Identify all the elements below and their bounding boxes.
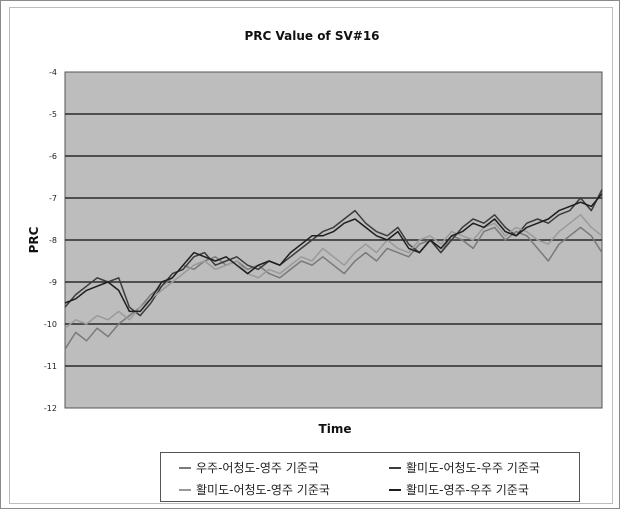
legend-entry: 우주-어청도-영주 기준국 — [179, 459, 319, 476]
y-tick-labels: -4 -5 -6 -7 -8 -9 -10 -11 -12 — [44, 68, 57, 413]
series-line — [64, 193, 603, 313]
x-axis-label: Time — [319, 422, 352, 436]
y-tick-label: -7 — [49, 194, 57, 203]
legend-label: 활미도-어청도-우주 기준국 — [406, 461, 540, 475]
legend-entry: 활미도-영주-우주 기준국 — [389, 481, 529, 498]
legend-label: 활미도-어청도-영주 기준국 — [196, 483, 330, 497]
y-tick-label: -6 — [49, 152, 57, 161]
series-lines — [64, 189, 603, 350]
series-line — [64, 214, 603, 329]
y-axis-label: PRC — [27, 226, 41, 253]
series-line — [64, 189, 603, 317]
y-tick-label: -10 — [44, 320, 57, 329]
y-tick-label: -11 — [44, 362, 57, 371]
legend-swatch — [179, 466, 191, 469]
y-tick-label: -4 — [49, 68, 57, 77]
legend-entry: 활미도-어청도-영주 기준국 — [179, 481, 330, 498]
legend-label: 활미도-영주-우주 기준국 — [406, 483, 529, 497]
chart-title: PRC Value of SV#16 — [244, 29, 379, 43]
y-tick-label: -12 — [44, 404, 57, 413]
legend-label: 우주-어청도-영주 기준국 — [196, 461, 319, 475]
y-tick-label: -5 — [49, 110, 57, 119]
y-tick-label: -8 — [49, 236, 57, 245]
chart-legend: 우주-어청도-영주 기준국 활미도-어청도-우주 기준국 활미도-어청도-영주 … — [160, 452, 580, 502]
chart-inner-border — [9, 7, 613, 504]
legend-swatch — [389, 488, 401, 491]
legend-swatch — [389, 466, 401, 469]
legend-swatch — [179, 488, 191, 491]
legend-entry: 활미도-어청도-우주 기준국 — [389, 459, 540, 476]
y-tick-label: -9 — [49, 278, 57, 287]
gridlines — [65, 113, 602, 367]
